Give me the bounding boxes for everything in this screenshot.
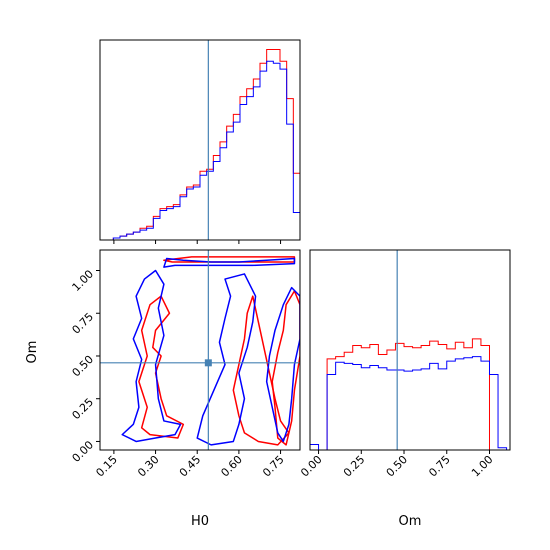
h0-histogram-series-1 — [100, 60, 300, 240]
joint-frame — [99, 249, 301, 451]
x-tick-label-0: 0.15 — [93, 453, 120, 480]
x-axis-label-om: Om — [399, 514, 422, 529]
contour-series-0-level-2 — [232, 295, 290, 446]
x-tick-label-3: 0.75 — [426, 453, 453, 480]
panel-om-marginal: 0.00 0.25 0.50 0.75 1.00 — [298, 249, 511, 480]
x-tick-label-4: 0.75 — [260, 453, 287, 480]
contour-series-0-level-1 — [138, 295, 185, 439]
x-tick-label-2: 0.50 — [384, 453, 411, 480]
y-tick-label-1: 0.25 — [70, 396, 97, 423]
contour-series-1-level-2 — [196, 273, 257, 446]
x-tick-label-1: 0.30 — [135, 453, 162, 480]
y-tick-label-2: 0.50 — [70, 353, 97, 380]
contour-series-1-level-1 — [121, 269, 182, 443]
x-tick-label-1: 0.25 — [341, 453, 368, 480]
x-tick-label-3: 0.60 — [218, 453, 245, 480]
om-histogram-series-1 — [310, 356, 508, 450]
h0-marginal-frame — [99, 39, 301, 241]
truth-marker — [204, 359, 212, 367]
y-tick-label-3: 0.75 — [70, 310, 97, 337]
contour-series-1-level-0 — [163, 257, 296, 268]
om-marginal-frame — [309, 249, 511, 451]
y-tick-label-4: 1.00 — [70, 267, 97, 294]
contour-series-0-level-3 — [271, 290, 300, 446]
om-histogram-series-0 — [310, 338, 507, 450]
x-tick-label-0: 0.00 — [298, 453, 325, 480]
h0-histogram-series-0 — [100, 49, 300, 240]
y-axis-label-om: Om — [25, 341, 40, 364]
contour-series-1-level-3 — [265, 286, 300, 443]
x-tick-label-2: 0.45 — [177, 453, 204, 480]
panel-h0-marginal — [99, 39, 301, 244]
panel-h0-om-contour: 0.15 0.30 0.45 0.60 0.75 0.00 0.25 0.50 0.75 1.00 — [70, 249, 301, 480]
y-tick-label-0: 0.00 — [70, 438, 97, 465]
x-tick-label-4: 1.00 — [469, 453, 496, 480]
x-axis-label-h0: H0 — [191, 514, 209, 529]
